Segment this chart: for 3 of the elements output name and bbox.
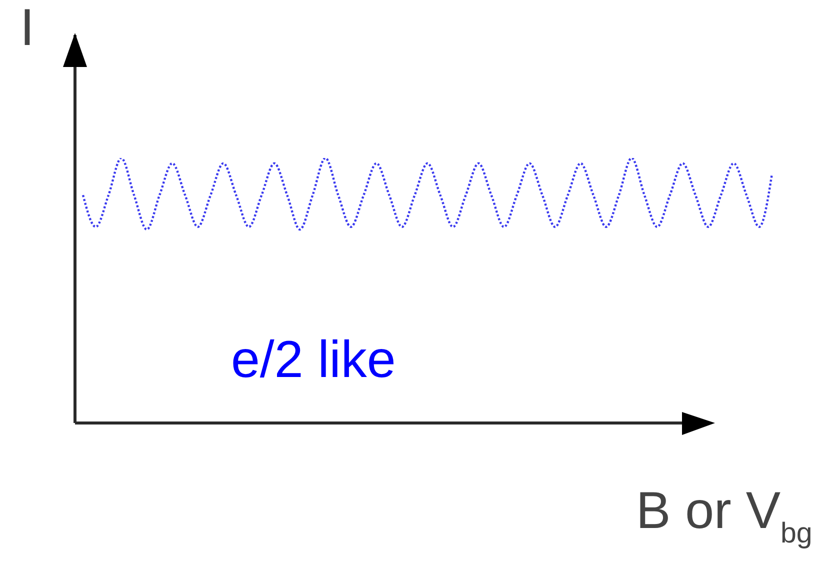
x-axis-title: B or V$_{bg}$ [636,482,812,550]
annotation: e/2 like [231,331,396,389]
y-axis-title: I [20,0,34,57]
